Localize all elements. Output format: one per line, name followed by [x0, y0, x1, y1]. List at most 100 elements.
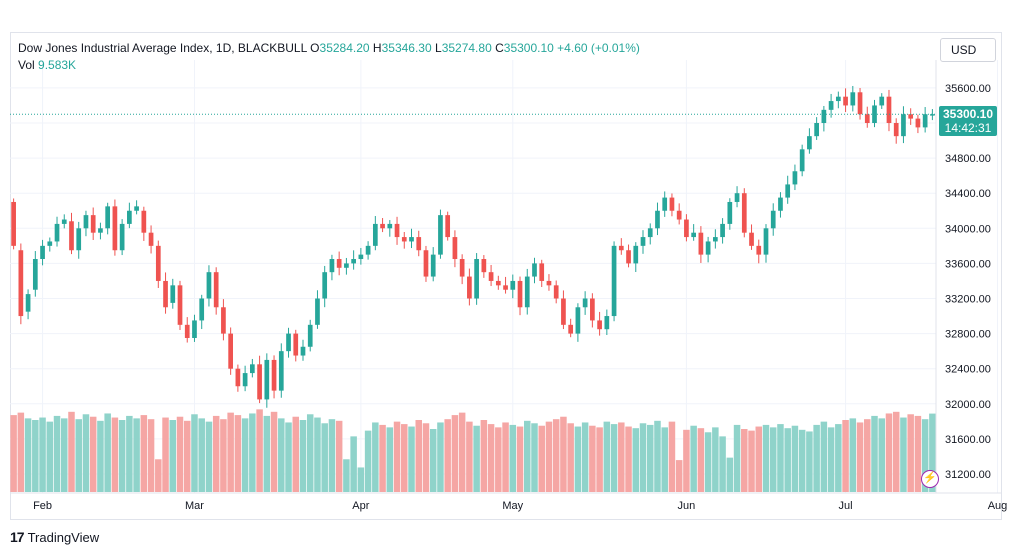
- volume-bar: [755, 426, 763, 492]
- currency-button[interactable]: USD: [940, 38, 996, 62]
- time-tick-label: Feb: [33, 500, 52, 512]
- volume-bar: [364, 430, 372, 492]
- price-tick-label: 34000.00: [945, 223, 991, 235]
- volume-bar: [401, 424, 408, 492]
- candle-body: [105, 206, 111, 229]
- volume-bar: [835, 424, 842, 492]
- candle-body: [271, 359, 277, 391]
- volume-bar: [350, 436, 357, 492]
- volume-bar: [429, 429, 437, 492]
- candle-body: [192, 320, 197, 338]
- volume-bar: [393, 421, 401, 492]
- candle-body: [351, 259, 356, 264]
- candle-body: [618, 245, 624, 251]
- volume-bar: [53, 415, 61, 492]
- candle-body: [177, 285, 183, 325]
- candle-body: [864, 114, 870, 123]
- candle-body: [575, 307, 581, 334]
- volume-bar: [690, 425, 697, 492]
- bar-countdown: 14:42:31: [944, 121, 992, 135]
- candle-body: [481, 259, 487, 273]
- candle-body: [582, 298, 588, 308]
- volume-bar: [126, 415, 133, 492]
- volume-bar: [502, 422, 509, 492]
- volume-bar: [89, 416, 97, 492]
- price-tick-label: 31600.00: [945, 434, 991, 446]
- volume-bar: [379, 424, 386, 492]
- price-axis: 31200.00 31600.00 32000.00 32400.00 32800.00…: [945, 83, 991, 481]
- candle-body: [626, 250, 631, 264]
- high-label: H: [372, 41, 382, 55]
- volume-bar: [155, 459, 162, 492]
- volume-bar: [270, 411, 278, 492]
- volume-bar: [299, 420, 307, 492]
- volume-bar: [343, 459, 350, 492]
- top-strip: [0, 0, 1012, 30]
- volume-bar: [357, 467, 365, 492]
- candle-body: [134, 206, 139, 211]
- candle-body: [770, 210, 776, 229]
- high-value: 35346.30: [381, 41, 432, 55]
- candle-body: [821, 109, 827, 123]
- volume-bar: [668, 421, 676, 492]
- candle-body: [684, 219, 689, 238]
- volume-bar: [415, 420, 422, 492]
- volume-bar: [321, 423, 328, 492]
- candle-body: [488, 272, 494, 281]
- close-label: C: [495, 41, 504, 55]
- low-value: 35274.80: [441, 41, 492, 55]
- volume-bar: [249, 413, 256, 492]
- candle-body: [691, 232, 696, 238]
- volume-bar: [97, 420, 104, 492]
- candle-body: [438, 215, 443, 255]
- volume-bar: [509, 424, 517, 492]
- candle-body: [553, 285, 559, 299]
- candle-body: [235, 368, 241, 387]
- volume-bar: [610, 424, 618, 492]
- candle-body: [155, 245, 161, 281]
- volume-bar: [39, 417, 46, 492]
- tradingview-logo[interactable]: 17 TradingView: [10, 529, 99, 545]
- chart-legend: Dow Jones Industrial Average Index, 1D, …: [18, 40, 640, 74]
- time-tick-label: Aug: [988, 500, 1008, 512]
- volume-bar: [900, 417, 907, 492]
- volume-bar: [241, 418, 249, 492]
- time-tick-label: May: [502, 500, 523, 512]
- volume-bar: [46, 421, 54, 492]
- candle-body: [170, 285, 176, 303]
- volume-bar: [784, 428, 791, 492]
- volume-bar: [408, 426, 415, 492]
- volume-bar: [806, 431, 813, 492]
- candle-body: [40, 245, 45, 260]
- candle-body: [409, 237, 414, 242]
- candle-body: [32, 259, 38, 290]
- candle-body: [459, 259, 465, 277]
- volume-bar: [864, 419, 871, 492]
- candle-body: [799, 149, 805, 172]
- volume-bar: [61, 418, 68, 492]
- volume-bar: [892, 411, 900, 492]
- price-tick-label: 32800.00: [945, 329, 991, 341]
- candle-body: [503, 285, 508, 290]
- volume-bar: [683, 429, 690, 492]
- ohlc-line: Dow Jones Industrial Average Index, 1D, …: [18, 40, 640, 57]
- volume-bar: [516, 426, 524, 492]
- candle-body: [344, 263, 349, 268]
- price-tick-label: 32000.00: [945, 399, 991, 411]
- volume-bar: [147, 419, 155, 492]
- volume-bar: [524, 420, 531, 492]
- candle-body: [655, 210, 660, 229]
- volume-bar: [458, 412, 466, 492]
- symbol-title[interactable]: Dow Jones Industrial Average Index, 1D, …: [18, 41, 307, 55]
- volume-bar: [712, 427, 719, 492]
- volume-bar: [111, 417, 119, 492]
- candle-body: [18, 250, 24, 317]
- volume-bar: [386, 427, 394, 492]
- volume-bar: [285, 422, 292, 492]
- candle-body: [98, 228, 103, 233]
- candle-body: [322, 272, 328, 299]
- lightning-icon[interactable]: ⚡: [921, 470, 939, 488]
- change-value: +4.60 (+0.01%): [557, 41, 640, 55]
- price-tick-label: 31200.00: [945, 469, 991, 481]
